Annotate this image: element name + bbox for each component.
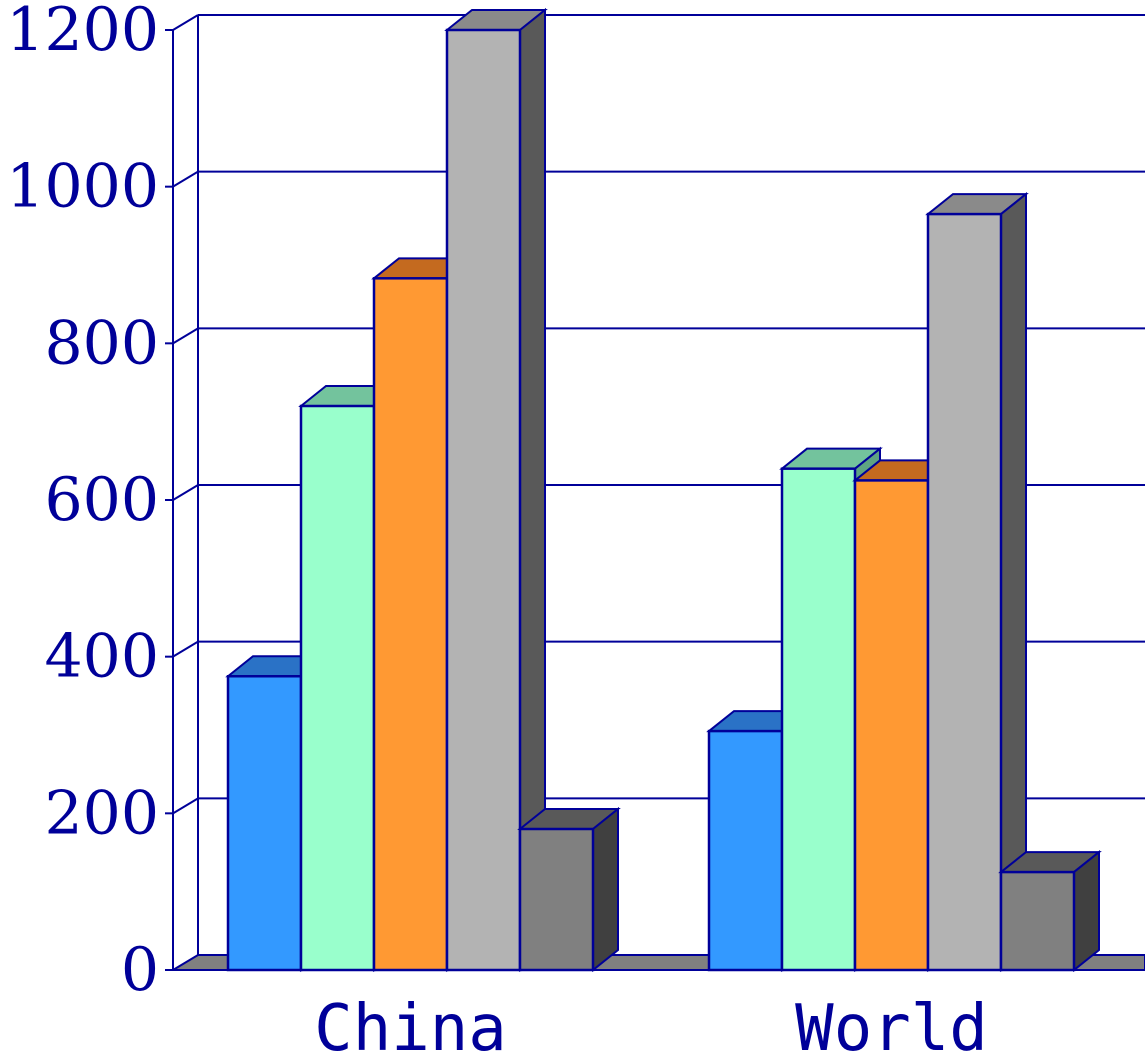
y-tick-label: 400 <box>44 622 159 692</box>
bar <box>853 479 930 972</box>
x-axis-category-labels: China World <box>314 992 988 1057</box>
y-tick-label: 1200 <box>6 0 159 65</box>
y-tick-label: 600 <box>44 465 159 535</box>
bar-side <box>1073 850 1100 973</box>
y-tick-label: 0 <box>121 935 159 1005</box>
bar <box>518 827 595 972</box>
bar <box>926 212 1003 972</box>
y-tick-label: 800 <box>44 308 159 378</box>
gridline-diagonal <box>172 327 199 345</box>
bar-side <box>592 806 619 973</box>
gridline-diagonal <box>172 484 199 501</box>
bar <box>226 675 303 972</box>
bar <box>999 870 1076 972</box>
gridline-diagonal <box>172 14 199 31</box>
y-tick-label: 200 <box>44 778 159 848</box>
gridline-diagonal <box>172 797 199 815</box>
bar <box>780 467 857 972</box>
bars <box>225 7 1102 973</box>
bar <box>299 404 376 972</box>
bar-side <box>1000 192 1027 973</box>
bar <box>372 277 449 972</box>
gridline-diagonal <box>172 640 199 658</box>
bar <box>707 729 784 972</box>
gridline-diagonal <box>172 170 199 188</box>
x-category-label: China <box>314 992 507 1057</box>
bar <box>445 28 522 972</box>
y-tick-label: 1000 <box>6 152 159 222</box>
x-category-label: World <box>795 992 988 1057</box>
y-axis-tick-labels: 0 200 400 600 800 1000 1200 <box>6 0 159 1005</box>
